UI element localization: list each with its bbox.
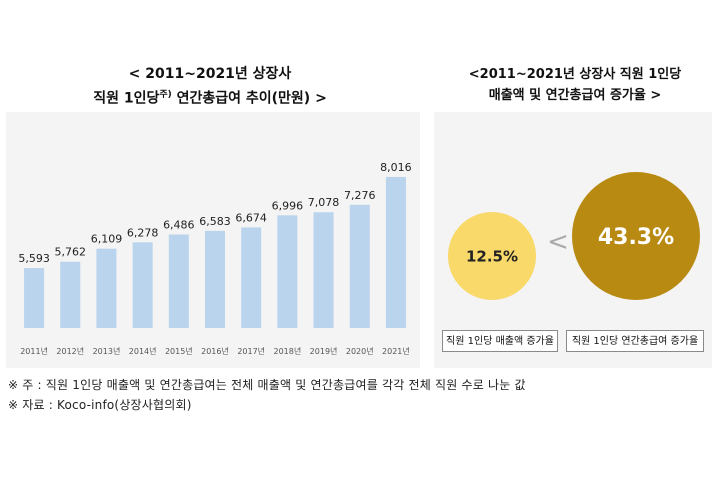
salary-growth-label: 직원 1인당 연간총급여 증가율 (566, 330, 704, 352)
left-chart-title: < 2011~2021년 상장사 직원 1인당주) 연간총급여 추이(만원) > (0, 64, 420, 110)
left-title-line2-rest: 연간총급여 추이(만원) > (171, 90, 327, 107)
left-title-footnote-mark: 주) (159, 90, 172, 100)
sales-growth-label: 직원 1인당 매출액 증가율 (442, 330, 558, 352)
right-title-line2: 매출액 및 연간총급여 증가율 > (488, 88, 662, 103)
bar-chart-panel (6, 112, 420, 368)
footnote-note: ※ 주 : 직원 1인당 매출액 및 연간총급여는 전체 매출액 및 연간총급여… (8, 378, 526, 392)
right-title-line1: <2011~2021년 상장사 직원 1인당 (468, 67, 682, 82)
left-title-line2-wrap: 직원 1인당주) 연간총급여 추이(만원) > (0, 85, 420, 110)
footnote-source: ※ 자료 : Koco-info(상장사협의회) (8, 398, 192, 412)
left-title-line2: 직원 1인당 (93, 90, 160, 107)
left-title-line1: < 2011~2021년 상장사 (128, 66, 292, 82)
right-chart-title: <2011~2021년 상장사 직원 1인당 매출액 및 연간총급여 증가율 > (430, 64, 720, 106)
